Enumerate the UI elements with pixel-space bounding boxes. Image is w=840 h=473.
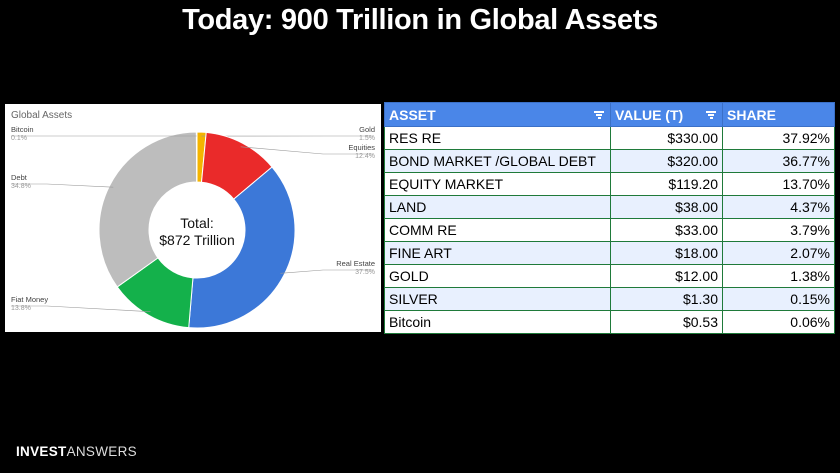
slice-percent: 13.8% bbox=[11, 305, 31, 312]
slice-percent: 37.5% bbox=[355, 269, 375, 276]
share-cell[interactable]: 13.70% bbox=[722, 172, 835, 196]
header-value[interactable]: VALUE (T) bbox=[610, 102, 723, 127]
leader-line bbox=[11, 305, 151, 312]
center-label: Total: bbox=[180, 215, 213, 231]
value-cell[interactable]: $0.53 bbox=[610, 310, 723, 334]
asset-cell[interactable]: FINE ART bbox=[384, 241, 611, 265]
asset-cell[interactable]: SILVER bbox=[384, 287, 611, 311]
table-row: FINE ART $18.00 2.07% bbox=[384, 241, 835, 265]
donut-chart: Global Assets Gold 1.5% Equities 12.4% Real … bbox=[5, 104, 381, 332]
slice-label: Real Estate bbox=[336, 259, 375, 268]
slide-title: Today: 900 Trillion in Global Assets bbox=[182, 4, 658, 36]
value-cell[interactable]: $1.30 bbox=[610, 287, 723, 311]
filter-icon[interactable] bbox=[594, 111, 604, 119]
slice-label: Fiat Money bbox=[11, 295, 48, 304]
share-cell[interactable]: 0.15% bbox=[722, 287, 835, 311]
asset-cell[interactable]: COMM RE bbox=[384, 218, 611, 242]
value-cell[interactable]: $320.00 bbox=[610, 149, 723, 173]
share-cell[interactable]: 2.07% bbox=[722, 241, 835, 265]
filter-icon[interactable] bbox=[706, 111, 716, 119]
slice-percent: 34.8% bbox=[11, 183, 31, 190]
asset-cell[interactable]: BOND MARKET /GLOBAL DEBT bbox=[384, 149, 611, 173]
asset-cell[interactable]: LAND bbox=[384, 195, 611, 219]
leader-line bbox=[11, 183, 114, 188]
share-cell[interactable]: 4.37% bbox=[722, 195, 835, 219]
table-row: RES RE $330.00 37.92% bbox=[384, 126, 835, 150]
slice-percent: 1.5% bbox=[359, 135, 375, 142]
center-label: $872 Trillion bbox=[159, 232, 235, 248]
brand-light: ANSWERS bbox=[66, 444, 137, 459]
table-row: GOLD $12.00 1.38% bbox=[384, 264, 835, 288]
asset-cell[interactable]: GOLD bbox=[384, 264, 611, 288]
header-asset[interactable]: ASSET bbox=[384, 102, 611, 127]
value-cell[interactable]: $12.00 bbox=[610, 264, 723, 288]
asset-cell[interactable]: Bitcoin bbox=[384, 310, 611, 334]
asset-cell[interactable]: EQUITY MARKET bbox=[384, 172, 611, 196]
value-cell[interactable]: $38.00 bbox=[610, 195, 723, 219]
assets-table: ASSET VALUE (T) SHARE RES RE $330.00 37.92… bbox=[384, 102, 835, 334]
value-cell[interactable]: $119.20 bbox=[610, 172, 723, 196]
value-cell[interactable]: $18.00 bbox=[610, 241, 723, 265]
table-row: EQUITY MARKET $119.20 13.70% bbox=[384, 172, 835, 196]
pie-slice-bitcoin[interactable] bbox=[195, 131, 198, 183]
slice-label: Bitcoin bbox=[11, 125, 34, 134]
leader-line bbox=[280, 269, 373, 274]
header-asset-label: ASSET bbox=[389, 106, 436, 123]
table-row: BOND MARKET /GLOBAL DEBT $320.00 36.77% bbox=[384, 149, 835, 173]
header-value-label: VALUE (T) bbox=[615, 106, 684, 123]
header-share[interactable]: SHARE bbox=[722, 102, 835, 127]
share-cell[interactable]: 37.92% bbox=[722, 126, 835, 150]
slice-label: Gold bbox=[359, 125, 375, 134]
share-cell[interactable]: 3.79% bbox=[722, 218, 835, 242]
pie-slice-debt[interactable] bbox=[98, 131, 198, 288]
slice-label: Debt bbox=[11, 173, 28, 182]
leader-line bbox=[240, 146, 373, 155]
slice-percent: 12.4% bbox=[355, 153, 375, 160]
brand-bold: INVEST bbox=[16, 444, 67, 459]
asset-cell[interactable]: RES RE bbox=[384, 126, 611, 150]
share-cell[interactable]: 36.77% bbox=[722, 149, 835, 173]
pie-slice-real-estate[interactable] bbox=[188, 166, 296, 329]
share-cell[interactable]: 0.06% bbox=[722, 310, 835, 334]
chart-title: Global Assets bbox=[11, 110, 73, 121]
value-cell[interactable]: $33.00 bbox=[610, 218, 723, 242]
table-row: Bitcoin $0.53 0.06% bbox=[384, 310, 835, 334]
value-cell[interactable]: $330.00 bbox=[610, 126, 723, 150]
table-row: COMM RE $33.00 3.79% bbox=[384, 218, 835, 242]
slice-label: Equities bbox=[348, 143, 375, 152]
table-row: SILVER $1.30 0.15% bbox=[384, 287, 835, 311]
brand-logo: INVESTANSWERS bbox=[16, 444, 137, 459]
share-cell[interactable]: 1.38% bbox=[722, 264, 835, 288]
header-share-label: SHARE bbox=[727, 106, 777, 123]
table-row: LAND $38.00 4.37% bbox=[384, 195, 835, 219]
table-header-row: ASSET VALUE (T) SHARE bbox=[384, 102, 835, 127]
slice-percent: 0.1% bbox=[11, 135, 27, 142]
